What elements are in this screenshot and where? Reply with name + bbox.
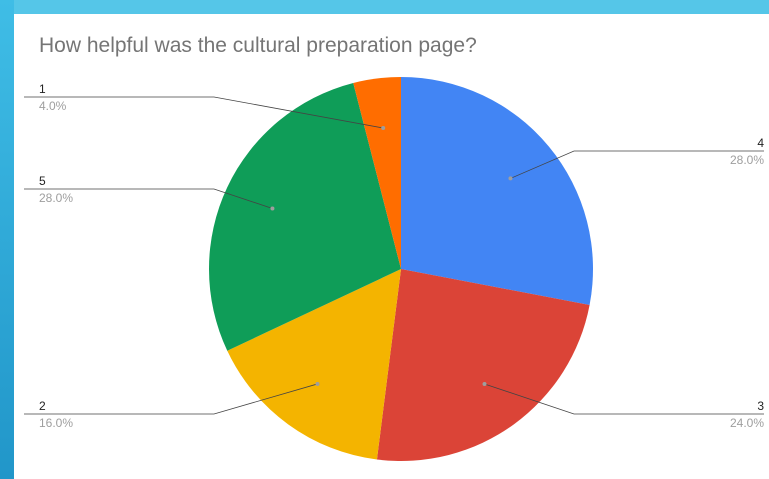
- pie-chart: 4 28.0% 3 24.0% 2 16.0% 5 28.0% 1 4.0%: [24, 77, 764, 461]
- slice-percent-5: 28.0%: [39, 191, 73, 205]
- slide-background-top: [0, 0, 769, 14]
- slice-percent-4: 28.0%: [730, 153, 764, 167]
- leader-dot-5: [270, 206, 275, 211]
- leader-dot-4: [508, 176, 513, 181]
- slice-percent-1: 4.0%: [39, 99, 67, 113]
- leader-line-4: [510, 150, 764, 179]
- slice-percent-3: 24.0%: [730, 416, 764, 430]
- slice-percent-2: 16.0%: [39, 416, 73, 430]
- leader-dot-1: [381, 126, 386, 131]
- leader-line-5: [24, 188, 273, 209]
- slide-background-left: [0, 0, 14, 479]
- slice-label-2: 2: [39, 399, 46, 413]
- pie-slice-2[interactable]: [227, 269, 401, 460]
- chart-title: How helpful was the cultural preparation…: [39, 34, 477, 57]
- slice-label-4: 4: [757, 136, 764, 150]
- leader-line-2: [24, 383, 318, 415]
- slice-label-5: 5: [39, 174, 46, 188]
- leader-line-3: [484, 383, 764, 415]
- pie-slice-3[interactable]: [376, 269, 590, 461]
- slice-label-3: 3: [757, 399, 764, 413]
- chart-card: How helpful was the cultural preparation…: [14, 14, 769, 479]
- leader-dot-3: [482, 381, 487, 386]
- leader-dot-2: [315, 381, 320, 386]
- pie-slice-5[interactable]: [209, 83, 401, 351]
- pie-slice-4[interactable]: [401, 77, 594, 305]
- leader-line-1: [24, 96, 384, 129]
- slice-label-1: 1: [39, 82, 46, 96]
